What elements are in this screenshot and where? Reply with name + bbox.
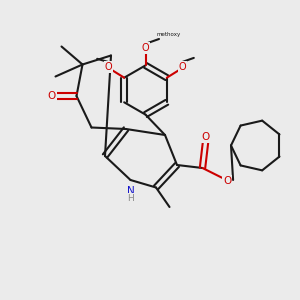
Text: methoxy: methoxy [157, 32, 181, 37]
Text: O: O [223, 176, 231, 186]
Text: H: H [127, 194, 134, 203]
Text: O: O [48, 91, 56, 101]
Text: N: N [127, 185, 134, 196]
Text: O: O [104, 62, 112, 72]
Text: O: O [201, 132, 210, 142]
Text: O: O [179, 62, 187, 72]
Text: O: O [142, 43, 149, 53]
